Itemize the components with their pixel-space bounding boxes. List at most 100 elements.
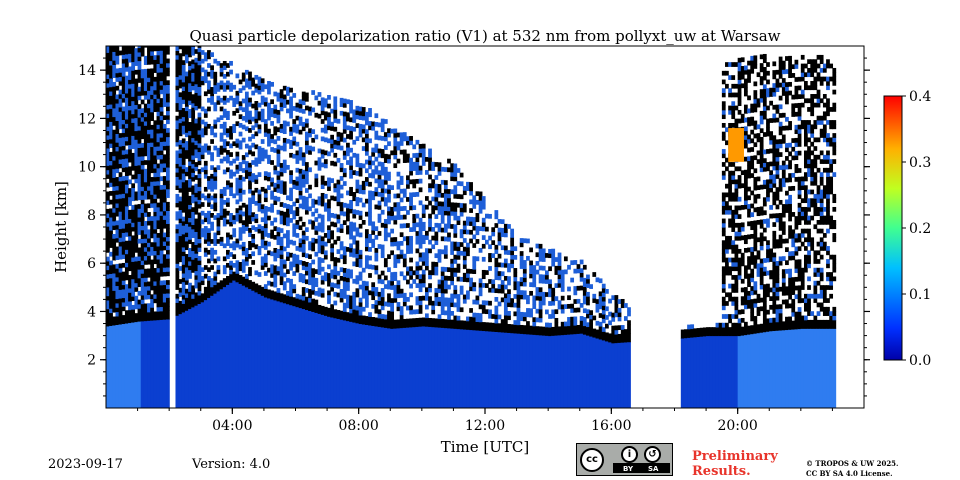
signal-cell (118, 94, 123, 99)
signal-cell (194, 144, 199, 150)
signal-cell (453, 224, 458, 230)
signal-cell (582, 277, 587, 283)
signal-cell (380, 162, 385, 167)
signal-cell (178, 92, 183, 98)
signal-cell (314, 238, 319, 244)
signal-cell (140, 216, 145, 222)
signal-cell (156, 111, 161, 117)
signal-cell (301, 295, 306, 301)
signal-cell (510, 298, 515, 303)
signal-cell (292, 123, 297, 129)
signal-cell (440, 236, 445, 242)
signal-cell (374, 148, 379, 153)
signal-cell (377, 205, 382, 210)
signal-cell (143, 160, 148, 165)
signal-cell (248, 214, 252, 220)
signal-cell (112, 277, 117, 283)
signal-cell (728, 75, 732, 80)
signal-cell (488, 213, 492, 219)
signal-cell (276, 248, 281, 254)
signal-cell (731, 244, 736, 250)
signal-cell (124, 80, 129, 85)
signal-cell (737, 109, 742, 115)
signal-cell (279, 280, 284, 286)
signal-cell (320, 227, 325, 233)
signal-cell (721, 322, 726, 328)
signal-cell (267, 172, 271, 177)
signal-cell (349, 108, 353, 114)
signal-cell (402, 188, 407, 194)
signal-cell (762, 158, 767, 163)
signal-cell (551, 313, 556, 319)
bl-cell (557, 334, 562, 408)
signal-cell (611, 317, 616, 322)
signal-cell (314, 225, 319, 231)
signal-cell (295, 107, 300, 112)
signal-cell (109, 69, 113, 75)
signal-cell (475, 226, 480, 231)
bl-top-cell (374, 317, 379, 327)
signal-cell (488, 257, 492, 263)
signal-cell (106, 291, 110, 297)
signal-cell (178, 74, 183, 80)
signal-cell (118, 189, 123, 195)
signal-cell (759, 306, 764, 312)
signal-cell (166, 49, 170, 55)
signal-cell (586, 296, 590, 302)
signal-cell (121, 97, 126, 103)
signal-cell (753, 142, 758, 148)
signal-cell (330, 195, 334, 201)
signal-cell (181, 242, 186, 248)
signal-cell (210, 73, 214, 79)
signal-cell (226, 71, 230, 77)
signal-cell (336, 214, 341, 220)
signal-cell (747, 73, 751, 79)
signal-cell (184, 293, 189, 298)
signal-cell (601, 327, 606, 332)
signal-cell (721, 101, 726, 107)
signal-cell (462, 207, 467, 213)
signal-cell (241, 220, 246, 225)
signal-cell (188, 182, 192, 188)
signal-cell (109, 173, 113, 179)
signal-cell (753, 289, 758, 295)
signal-cell (191, 250, 196, 256)
signal-cell (728, 188, 732, 193)
signal-cell (292, 258, 297, 263)
bl-top-cell (750, 325, 755, 335)
signal-cell (115, 116, 120, 121)
signal-cell (485, 226, 489, 232)
signal-cell (346, 286, 350, 291)
signal-cell (147, 90, 151, 96)
signal-cell (459, 250, 464, 256)
signal-cell (181, 220, 186, 226)
signal-cell (115, 111, 120, 117)
signal-cell (513, 294, 518, 299)
signal-cell (349, 234, 353, 240)
signal-cell (759, 54, 764, 60)
signal-cell (428, 296, 432, 302)
signal-cell (535, 269, 540, 275)
signal-cell (273, 91, 278, 97)
signal-cell (308, 297, 312, 303)
signal-cell (188, 87, 192, 93)
signal-cell (734, 248, 739, 254)
signal-cell (162, 241, 167, 246)
signal-cell (459, 229, 464, 234)
bl-cell (203, 299, 208, 408)
bl-top-cell (627, 333, 631, 343)
signal-cell (273, 148, 278, 153)
signal-cell (124, 162, 129, 168)
signal-cell (162, 84, 167, 90)
signal-cell (721, 92, 726, 98)
signal-cell (162, 145, 167, 151)
signal-cell (207, 97, 211, 103)
signal-cell (380, 296, 385, 302)
signal-cell (355, 231, 360, 237)
signal-cell (128, 153, 132, 159)
signal-cell (428, 152, 432, 158)
signal-cell (257, 80, 262, 86)
signal-cell (109, 191, 113, 196)
signal-cell (364, 237, 369, 243)
signal-cell (383, 258, 388, 263)
